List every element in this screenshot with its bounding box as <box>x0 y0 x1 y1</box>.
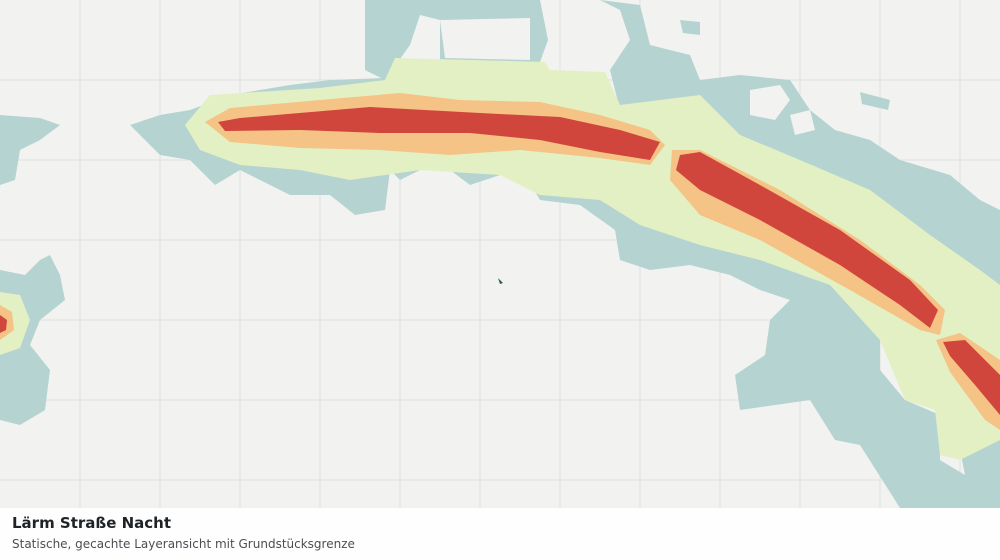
caption-subtitle: Statische, gecachte Layeransicht mit Gru… <box>12 537 355 551</box>
noise-zone-high <box>676 152 938 328</box>
noise-zone-low <box>185 58 1000 460</box>
noise-zone-high <box>218 107 660 160</box>
map <box>0 0 1000 508</box>
noise-zone-high <box>943 340 1000 415</box>
caption-title: Lärm Straße Nacht <box>12 514 172 532</box>
caption: Lärm Straße Nacht Statische, gecachte La… <box>0 508 1000 560</box>
map-holes <box>440 18 815 135</box>
noise-zone-low <box>0 292 30 355</box>
noise-zone-high <box>0 315 7 333</box>
map-feature <box>498 278 503 284</box>
